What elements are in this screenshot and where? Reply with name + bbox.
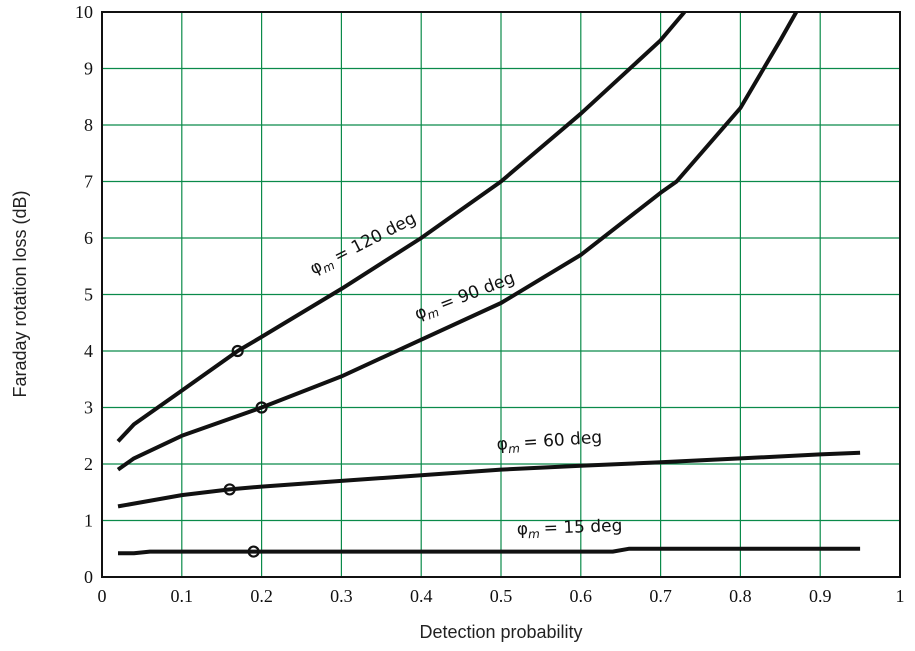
phi-symbol: φ	[496, 434, 509, 455]
y-tick-label: 6	[84, 228, 93, 248]
label-text: = 90 deg	[437, 268, 518, 315]
marker-phi-90	[255, 401, 268, 414]
y-tick-label: 5	[84, 285, 93, 305]
y-tick-label: 10	[75, 2, 93, 22]
x-tick-label: 0.2	[250, 586, 273, 606]
x-tick-label: 0.8	[729, 586, 752, 606]
y-tick-label: 7	[84, 172, 93, 192]
x-tick-label: 0.6	[570, 586, 593, 606]
x-tick-label: 0.1	[171, 586, 194, 606]
plot-frame	[101, 11, 901, 578]
x-tick-label: 0.7	[649, 586, 672, 606]
curve-phi-90	[116, 11, 799, 472]
phi-symbol: φ	[516, 519, 528, 539]
marker-phi-120	[231, 344, 244, 358]
x-tick-label: 1	[896, 586, 905, 606]
phi-subscript: m	[425, 305, 441, 322]
marker-phi-60	[223, 483, 236, 496]
marker-phi-15	[247, 545, 260, 558]
curve-phi-120	[116, 10, 687, 443]
label-phi-15: φm = 15 deg	[516, 516, 622, 542]
x-tick-label: 0	[98, 586, 107, 606]
y-tick-label: 1	[84, 511, 93, 531]
y-tick-label: 0	[84, 567, 93, 587]
curves	[116, 10, 861, 558]
y-tick-label: 4	[84, 341, 93, 361]
x-tick-label: 0.9	[809, 586, 832, 606]
y-axis-label: Faraday rotation loss (dB)	[10, 190, 30, 397]
label-text: = 60 deg	[523, 428, 603, 453]
grid	[102, 12, 900, 577]
x-tick-label: 0.5	[490, 586, 513, 606]
x-tick-label: 0.3	[330, 586, 353, 606]
y-tick-label: 2	[84, 454, 93, 474]
x-axis-label: Detection probability	[419, 622, 582, 642]
y-tick-label: 3	[84, 398, 93, 418]
phi-subscript: m	[508, 441, 521, 456]
label-phi-120: φm= 120 deg	[307, 208, 421, 280]
y-tick-label: 9	[84, 59, 93, 79]
ticks: 0 0.1 0.2 0.3 0.4 0.5 0.6 0.7 0.8 0.9 101234567891…	[75, 2, 905, 606]
label-phi-60: φm = 60 deg	[496, 428, 603, 457]
y-tick-label: 8	[84, 115, 93, 135]
curve-phi-15	[118, 546, 861, 556]
label-text: = 15 deg	[543, 516, 622, 539]
phi-subscript: m	[320, 258, 337, 276]
curve-phi-60	[117, 450, 861, 509]
x-tick-label: 0.4	[410, 586, 433, 606]
phi-subscript: m	[528, 527, 540, 541]
